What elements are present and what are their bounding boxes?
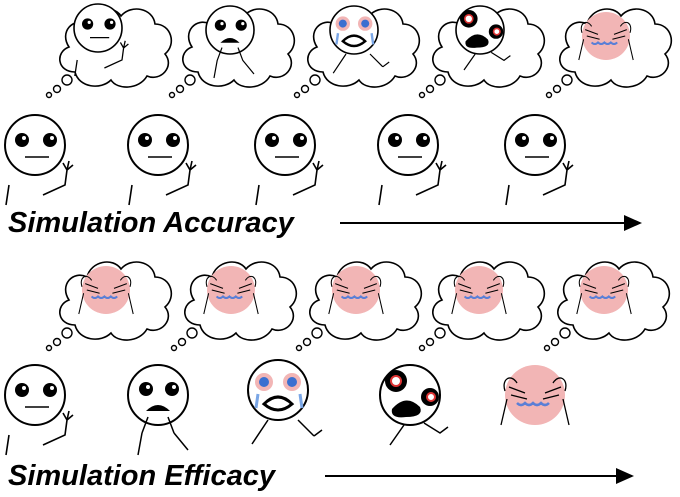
person <box>379 364 449 446</box>
person <box>4 114 74 206</box>
person <box>499 363 571 427</box>
row-efficacy: Simulation Efficacy <box>4 261 671 492</box>
person <box>127 364 189 456</box>
person <box>127 114 197 206</box>
person <box>504 114 574 206</box>
person <box>254 114 324 206</box>
person <box>4 364 74 456</box>
person <box>246 358 324 446</box>
axis-label: Simulation Efficacy <box>8 460 277 492</box>
person <box>377 114 447 206</box>
row-accuracy: Simulation Accuracy <box>4 3 673 239</box>
axis-label: Simulation Accuracy <box>8 207 296 239</box>
